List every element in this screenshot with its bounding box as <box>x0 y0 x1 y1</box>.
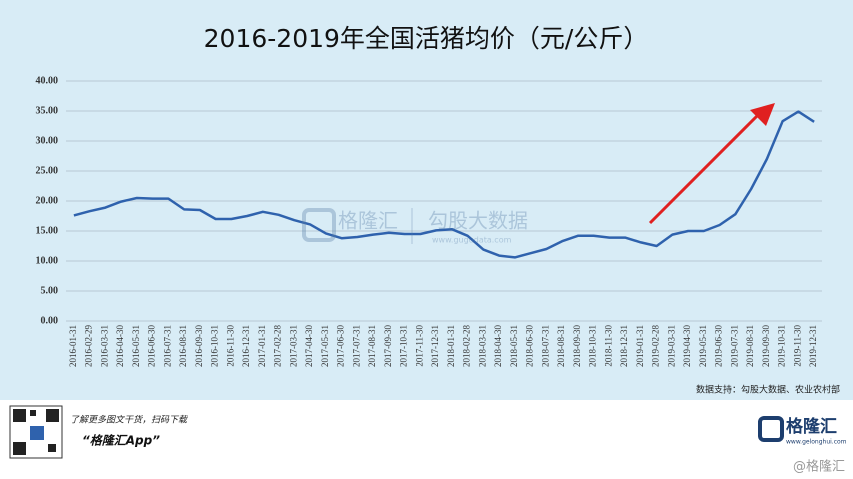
x-tick-label: 2017-09-30 <box>383 325 393 367</box>
qr-code <box>9 405 63 459</box>
x-tick-label: 2016-07-31 <box>162 325 172 367</box>
x-tick-label: 2018-07-31 <box>540 325 550 367</box>
x-tick-label: 2017-07-31 <box>351 325 361 367</box>
watermark: 格隆汇 勾股大数据 www.gugudata.com <box>302 208 528 245</box>
x-tick-label: 2016-12-31 <box>241 325 251 367</box>
qr-block <box>48 444 56 452</box>
x-tick-label: 2019-12-31 <box>808 325 818 367</box>
x-tick-label: 2016-01-31 <box>68 325 78 367</box>
x-tick-label: 2018-12-31 <box>619 325 629 367</box>
x-tick-label: 2019-07-31 <box>729 325 739 367</box>
x-tick-label: 2019-08-31 <box>745 325 755 367</box>
chart-background <box>0 0 853 400</box>
x-tick-label: 2019-05-31 <box>698 325 708 367</box>
y-tick-label: 20.00 <box>36 195 59 206</box>
x-tick-label: 2016-09-30 <box>194 325 204 367</box>
y-tick-label: 40.00 <box>36 75 59 86</box>
footer-background <box>0 400 853 479</box>
x-tick-label: 2019-06-30 <box>714 325 724 367</box>
x-tick-label: 2017-12-31 <box>430 325 440 367</box>
annotation-arrow <box>648 103 775 225</box>
footer-logo-url: www.gelonghui.com <box>786 439 847 446</box>
x-tick-label: 2018-01-31 <box>446 325 456 367</box>
y-tick-label: 30.00 <box>36 135 59 146</box>
qr-block <box>13 409 26 422</box>
footer-app: “格隆汇App” <box>82 434 160 448</box>
watermark-url: www.gugudata.com <box>432 236 512 245</box>
y-tick-label: 0.00 <box>41 315 59 326</box>
x-tick-label: 2019-11-30 <box>792 325 802 367</box>
x-tick-label: 2016-05-31 <box>131 325 141 367</box>
footer-logo: 格隆汇 <box>786 416 837 437</box>
x-tick-label: 2016-11-30 <box>225 325 235 367</box>
data-line <box>73 110 815 259</box>
watermark-partner: 勾股大数据 <box>428 209 528 233</box>
x-tick-label: 2016-02-29 <box>84 325 94 367</box>
y-tick-label: 25.00 <box>36 165 59 176</box>
x-tick-label: 2017-10-31 <box>399 325 409 367</box>
footer-logo-icon <box>758 416 784 442</box>
chart-title: 2016-2019年全国活猪均价（元/公斤） <box>204 24 649 53</box>
qr-block <box>30 410 36 416</box>
y-tick-label: 35.00 <box>36 105 59 116</box>
x-tick-label: 2017-06-30 <box>336 325 346 367</box>
footer-tagline: 了解更多图文干货，扫码下载 <box>70 415 188 426</box>
x-tick-label: 2017-11-30 <box>414 325 424 367</box>
watermark-logo <box>302 208 336 242</box>
y-tick-label: 5.00 <box>41 285 59 296</box>
corner-watermark: @格隆汇 <box>793 459 845 475</box>
x-tick-label: 2019-03-31 <box>666 325 676 367</box>
x-tick-label: 2017-08-31 <box>367 325 377 367</box>
x-tick-label: 2018-04-30 <box>493 325 503 367</box>
x-tick-label: 2016-06-30 <box>147 325 157 367</box>
x-tick-label: 2016-03-31 <box>99 325 109 367</box>
arrow-head <box>750 103 775 126</box>
x-tick-label: 2017-03-31 <box>288 325 298 367</box>
qr-block <box>46 409 59 422</box>
x-tick-label: 2016-10-31 <box>210 325 220 367</box>
y-tick-label: 10.00 <box>36 255 59 266</box>
x-tick-label: 2018-03-31 <box>477 325 487 367</box>
x-tick-label: 2019-01-31 <box>635 325 645 367</box>
x-tick-label: 2018-09-30 <box>572 325 582 367</box>
x-tick-label: 2017-04-30 <box>304 325 314 367</box>
qr-block <box>13 442 26 455</box>
x-tick-label: 2018-11-30 <box>603 325 613 367</box>
x-tick-label: 2017-01-31 <box>257 325 267 367</box>
source-note: 数据支持：勾股大数据、农业农村部 <box>696 384 840 396</box>
qr-logo <box>30 426 44 440</box>
x-tick-label: 2018-08-31 <box>556 325 566 367</box>
x-tick-label: 2017-05-31 <box>320 325 330 367</box>
x-tick-label: 2018-02-28 <box>462 325 472 367</box>
x-tick-label: 2016-08-31 <box>178 325 188 367</box>
x-tick-label: 2018-06-30 <box>525 325 535 367</box>
arrow-shaft <box>648 111 762 225</box>
watermark-brand: 格隆汇 <box>338 209 398 233</box>
x-tick-label: 2016-04-30 <box>115 325 125 367</box>
x-tick-label: 2019-04-30 <box>682 325 692 367</box>
x-tick-label: 2018-05-31 <box>509 325 519 367</box>
y-tick-label: 15.00 <box>36 225 59 236</box>
x-tick-label: 2018-10-31 <box>588 325 598 367</box>
x-tick-label: 2019-09-30 <box>761 325 771 367</box>
x-tick-label: 2017-02-28 <box>273 325 283 367</box>
x-tick-label: 2019-02-28 <box>651 325 661 367</box>
x-tick-label: 2019-10-31 <box>777 325 787 367</box>
